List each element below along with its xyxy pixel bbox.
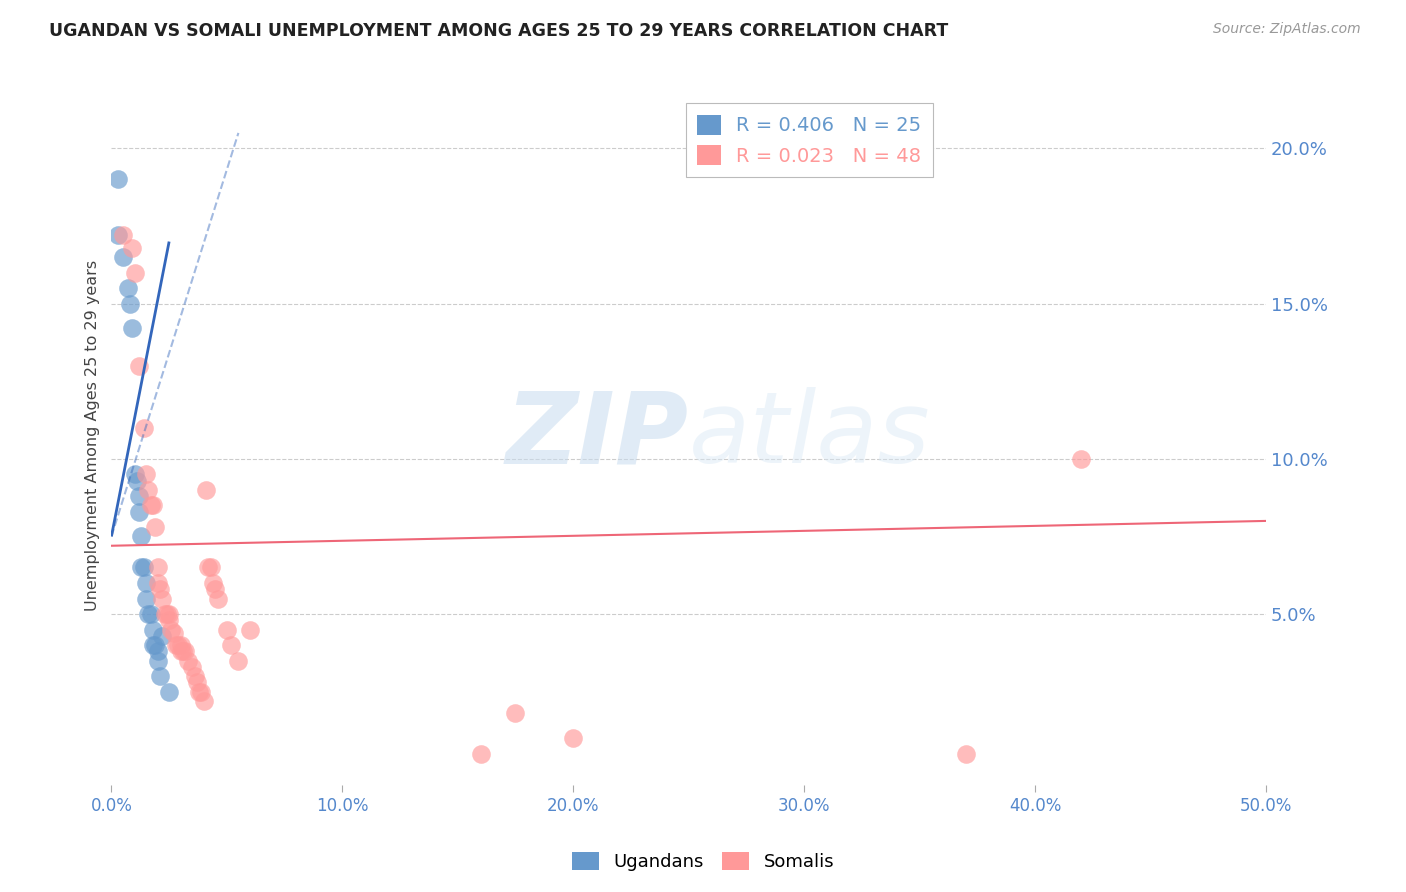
Point — [146, 654, 169, 668]
Point — [176, 654, 198, 668]
Point — [143, 520, 166, 534]
Legend: R = 0.406   N = 25, R = 0.023   N = 48: R = 0.406 N = 25, R = 0.023 N = 48 — [686, 103, 934, 178]
Point — [117, 281, 139, 295]
Point — [228, 654, 250, 668]
Point — [955, 747, 977, 761]
Point — [121, 321, 143, 335]
Point — [157, 684, 180, 698]
Point — [146, 560, 169, 574]
Point — [172, 644, 194, 658]
Point — [128, 489, 150, 503]
Point — [188, 684, 211, 698]
Point — [470, 747, 492, 761]
Point — [135, 467, 157, 482]
Point — [107, 172, 129, 186]
Point — [157, 613, 180, 627]
Point — [160, 623, 183, 637]
Point — [131, 560, 153, 574]
Point — [167, 638, 190, 652]
Point — [156, 607, 179, 621]
Point — [150, 629, 173, 643]
Point — [143, 638, 166, 652]
Point — [1070, 451, 1092, 466]
Point — [163, 625, 186, 640]
Point — [139, 607, 162, 621]
Point — [186, 675, 208, 690]
Legend: Ugandans, Somalis: Ugandans, Somalis — [565, 845, 841, 879]
Point — [200, 560, 222, 574]
Point — [204, 582, 226, 597]
Point — [135, 591, 157, 606]
Point — [107, 228, 129, 243]
Text: atlas: atlas — [689, 387, 931, 484]
Point — [193, 694, 215, 708]
Point — [153, 607, 176, 621]
Point — [139, 499, 162, 513]
Point — [125, 474, 148, 488]
Point — [181, 660, 204, 674]
Point — [505, 706, 527, 721]
Point — [215, 623, 238, 637]
Text: ZIP: ZIP — [506, 387, 689, 484]
Point — [201, 576, 224, 591]
Point — [207, 591, 229, 606]
Point — [149, 669, 172, 683]
Point — [150, 591, 173, 606]
Point — [132, 560, 155, 574]
Point — [121, 241, 143, 255]
Point — [142, 623, 165, 637]
Point — [142, 499, 165, 513]
Point — [135, 576, 157, 591]
Point — [562, 731, 585, 746]
Text: Source: ZipAtlas.com: Source: ZipAtlas.com — [1213, 22, 1361, 37]
Point — [174, 644, 197, 658]
Point — [170, 644, 193, 658]
Point — [239, 623, 262, 637]
Point — [157, 607, 180, 621]
Point — [111, 228, 134, 243]
Text: UGANDAN VS SOMALI UNEMPLOYMENT AMONG AGES 25 TO 29 YEARS CORRELATION CHART: UGANDAN VS SOMALI UNEMPLOYMENT AMONG AGE… — [49, 22, 949, 40]
Point — [124, 467, 146, 482]
Point — [170, 638, 193, 652]
Point — [132, 421, 155, 435]
Point — [183, 669, 205, 683]
Point — [195, 483, 218, 497]
Y-axis label: Unemployment Among Ages 25 to 29 years: Unemployment Among Ages 25 to 29 years — [86, 260, 100, 611]
Point — [146, 576, 169, 591]
Point — [138, 483, 160, 497]
Point — [149, 582, 172, 597]
Point — [142, 638, 165, 652]
Point — [118, 296, 141, 310]
Point — [131, 529, 153, 543]
Point — [146, 644, 169, 658]
Point — [111, 250, 134, 264]
Point — [128, 359, 150, 373]
Point — [197, 560, 219, 574]
Point — [221, 638, 243, 652]
Point — [124, 266, 146, 280]
Point — [128, 505, 150, 519]
Point — [190, 684, 212, 698]
Point — [165, 638, 187, 652]
Point — [138, 607, 160, 621]
